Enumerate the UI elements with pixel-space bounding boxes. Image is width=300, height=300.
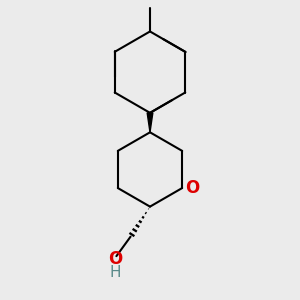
Polygon shape xyxy=(147,113,153,132)
Text: O: O xyxy=(185,179,199,197)
Text: H: H xyxy=(110,265,122,280)
Text: O: O xyxy=(109,250,123,268)
